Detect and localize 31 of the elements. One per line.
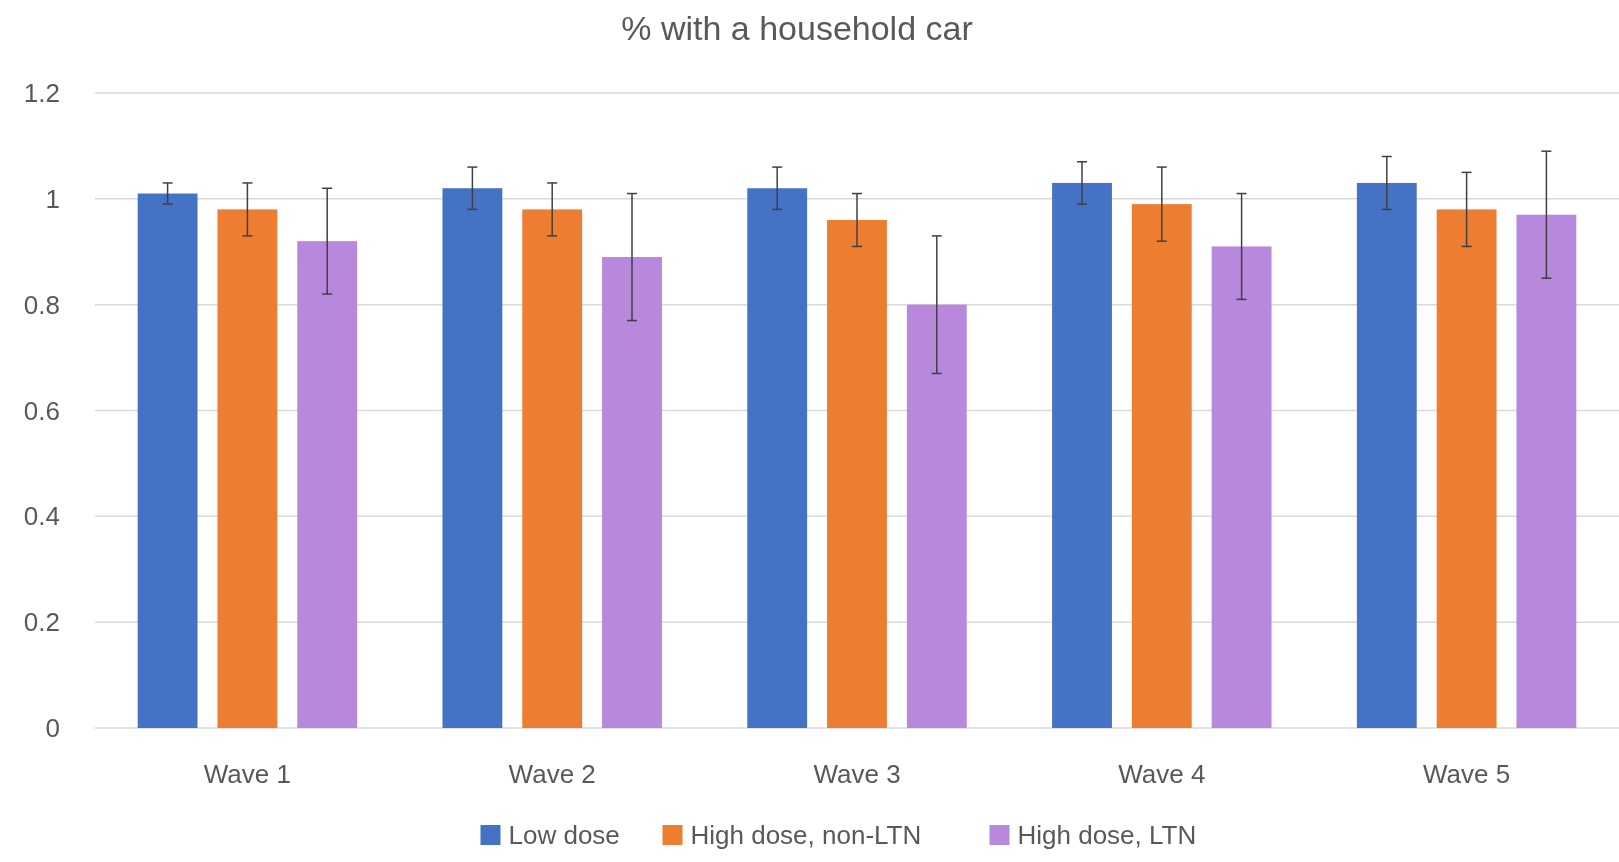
y-tick-label: 0.6 xyxy=(23,395,60,426)
y-tick-label: 0.8 xyxy=(23,289,60,320)
bar xyxy=(1436,209,1497,728)
x-tick-label: Wave 5 xyxy=(1423,759,1511,789)
bar xyxy=(522,209,583,728)
y-tick-label: 0.2 xyxy=(23,607,60,638)
bar xyxy=(747,188,808,728)
y-tick-label: 1 xyxy=(45,183,60,214)
x-tick-label: Wave 3 xyxy=(813,759,901,789)
legend-label: Low dose xyxy=(508,820,620,850)
bar xyxy=(442,188,503,728)
chart-title: % with a household car xyxy=(621,9,973,47)
legend-label: High dose, LTN xyxy=(1017,820,1197,850)
bar xyxy=(827,220,887,728)
x-tick-label: Wave 1 xyxy=(203,759,291,789)
bar xyxy=(1211,246,1272,728)
y-tick-label: 1.2 xyxy=(23,78,60,109)
y-tick-label: 0.4 xyxy=(23,501,60,532)
y-tick-label: 0 xyxy=(45,713,60,744)
x-tick-label: Wave 4 xyxy=(1118,759,1206,789)
bar xyxy=(906,304,967,728)
bar xyxy=(602,257,662,728)
x-tick-label: Wave 2 xyxy=(508,759,596,789)
bar xyxy=(297,241,358,728)
bar xyxy=(1516,214,1577,728)
legend-label: High dose, non-LTN xyxy=(690,820,922,850)
bar xyxy=(1356,182,1417,728)
bar xyxy=(217,209,278,728)
bar xyxy=(1052,182,1112,728)
bar xyxy=(137,193,198,728)
bar xyxy=(1131,204,1192,728)
